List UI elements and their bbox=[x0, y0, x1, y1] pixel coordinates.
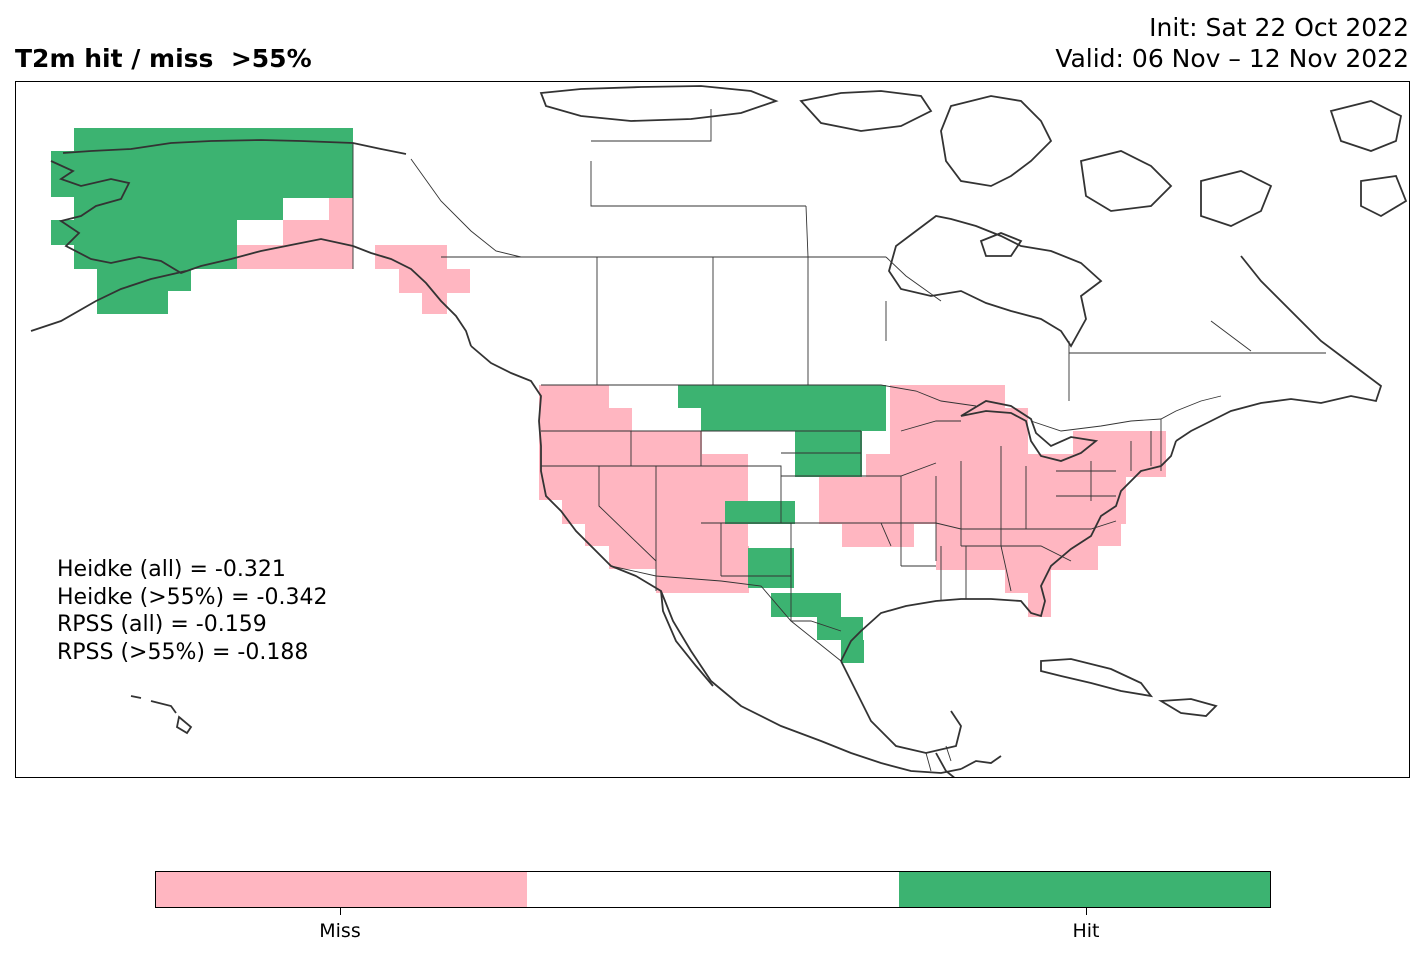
borders bbox=[352, 109, 1326, 772]
miss-cell bbox=[329, 198, 353, 221]
score-panel: Heidke (all) = -0.321 Heidke (>55%) = -0… bbox=[57, 556, 327, 666]
miss-cell bbox=[936, 524, 1098, 570]
miss-cell bbox=[283, 220, 353, 246]
hit-cell bbox=[74, 128, 353, 198]
hit-cell bbox=[795, 454, 862, 477]
gulf-coast bbox=[840, 440, 1177, 662]
great-lakes bbox=[960, 400, 1099, 462]
hawaii bbox=[130, 695, 193, 735]
miss-cell bbox=[866, 454, 913, 477]
hit-label: Hit bbox=[1072, 920, 1100, 942]
miss-tick bbox=[340, 908, 341, 915]
colorbar-hit bbox=[898, 872, 1270, 907]
northeast-coast bbox=[1175, 255, 1383, 442]
miss-cell bbox=[913, 454, 1056, 524]
alaska-coast bbox=[30, 139, 472, 347]
central-america bbox=[935, 752, 1002, 777]
heidke-all: Heidke (all) = -0.321 bbox=[57, 557, 286, 582]
map-title: T2m hit / miss >55% bbox=[15, 44, 312, 73]
colorbar bbox=[155, 871, 1271, 908]
hit-cell bbox=[678, 385, 781, 408]
miss-cell bbox=[609, 408, 632, 478]
hit-tick bbox=[1086, 908, 1087, 915]
hit-cell bbox=[701, 408, 781, 431]
west-coast bbox=[470, 345, 962, 774]
hit-cell bbox=[97, 291, 168, 314]
miss-cell bbox=[842, 524, 914, 547]
valid-range: Valid: 06 Nov – 12 Nov 2022 bbox=[1055, 44, 1409, 73]
grid-cells bbox=[51, 128, 1166, 663]
miss-cell bbox=[585, 524, 725, 546]
miss-cell bbox=[1073, 431, 1166, 477]
baja-coast bbox=[660, 590, 714, 687]
mexico-gulf bbox=[840, 660, 962, 754]
hit-cell bbox=[51, 151, 74, 197]
rpss-55: RPSS (>55%) = -0.188 bbox=[57, 639, 309, 665]
hit-cell bbox=[817, 617, 863, 640]
miss-cell bbox=[890, 385, 1005, 454]
mexico-border bbox=[610, 565, 842, 662]
heidke-55: Heidke (>55%) = -0.342 bbox=[57, 584, 328, 610]
miss-cell bbox=[609, 546, 749, 569]
hudson-bay bbox=[888, 215, 1103, 348]
miss-cell bbox=[819, 477, 914, 524]
miss-cell bbox=[656, 569, 749, 593]
cuba bbox=[1040, 658, 1154, 698]
us-states bbox=[541, 419, 1162, 632]
hispaniola bbox=[1158, 698, 1218, 717]
arctic-islands bbox=[539, 85, 1408, 257]
canada-provinces bbox=[410, 109, 1326, 401]
colorbar-miss bbox=[156, 872, 528, 907]
hit-cell bbox=[841, 640, 864, 663]
coastlines bbox=[30, 85, 1408, 777]
mexico-states bbox=[925, 745, 952, 772]
hit-cell bbox=[781, 385, 886, 431]
miss-cell bbox=[399, 269, 470, 293]
forecast-map bbox=[30, 85, 1408, 777]
miss-label: Miss bbox=[319, 920, 361, 942]
miss-cell bbox=[237, 245, 353, 269]
miss-cell bbox=[1005, 570, 1051, 593]
miss-cell bbox=[1098, 524, 1121, 546]
miss-cell bbox=[562, 477, 727, 524]
map-panel bbox=[15, 81, 1410, 778]
colorbar-neutral bbox=[527, 872, 899, 907]
miss-cell bbox=[725, 524, 748, 569]
miss-cell bbox=[632, 431, 702, 478]
hit-cell bbox=[748, 548, 794, 588]
hit-cell bbox=[725, 501, 795, 524]
hit-cell bbox=[795, 431, 862, 454]
miss-cell bbox=[701, 454, 748, 501]
miss-cell bbox=[422, 293, 447, 314]
date-info: Init: Sat 22 Oct 2022 Valid: 06 Nov – 12… bbox=[1055, 12, 1409, 74]
rpss-all: RPSS (all) = -0.159 bbox=[57, 612, 267, 637]
hit-cell bbox=[74, 220, 237, 269]
hit-cell bbox=[771, 593, 841, 617]
init-date: Init: Sat 22 Oct 2022 bbox=[1149, 13, 1409, 42]
us-canada-border bbox=[541, 384, 1222, 432]
hit-cell bbox=[74, 197, 283, 220]
